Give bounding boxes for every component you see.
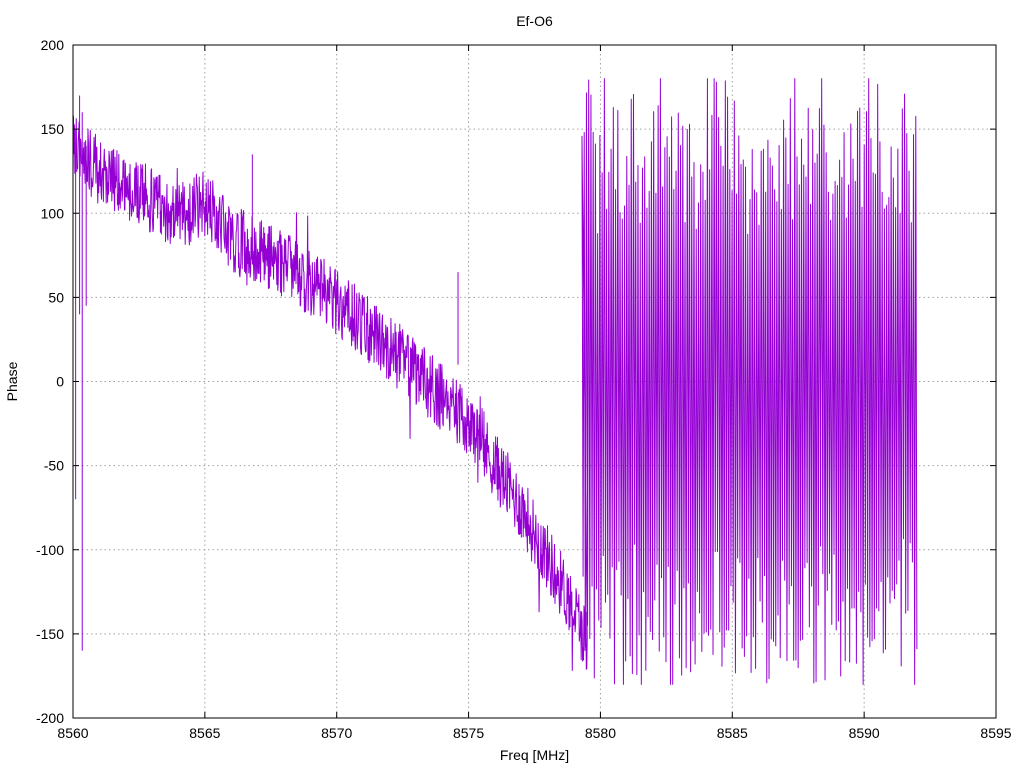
y-axis-title: Phase (4, 361, 20, 401)
y-tick-label: -100 (36, 542, 64, 558)
x-tick-label: 8590 (849, 725, 880, 741)
x-tick-label: 8575 (453, 725, 484, 741)
grid (73, 45, 996, 718)
y-tick-label: 0 (56, 374, 64, 390)
x-tick-label: 8565 (189, 725, 220, 741)
x-tick-label: 8595 (980, 725, 1011, 741)
x-tick-label: 8580 (585, 725, 616, 741)
x-tick-label: 8560 (57, 725, 88, 741)
series-area (72, 78, 918, 685)
y-tick-label: 200 (41, 37, 65, 53)
y-tick-label: 100 (41, 205, 65, 221)
axis-ticks: 8560 8565 8570 8575 8580 8585 8590 8595 -200 -150… (36, 37, 1012, 741)
chart-title: Ef-O6 (516, 13, 553, 29)
x-tick-label: 8585 (717, 725, 748, 741)
series-line (72, 78, 918, 685)
y-tick-label: -200 (36, 710, 64, 726)
y-tick-label: 50 (48, 289, 64, 305)
y-tick-label: -50 (44, 458, 64, 474)
x-tick-label: 8570 (321, 725, 352, 741)
y-tick-label: -150 (36, 626, 64, 642)
y-tick-label: 150 (41, 121, 65, 137)
x-axis-title: Freq [MHz] (500, 747, 569, 763)
